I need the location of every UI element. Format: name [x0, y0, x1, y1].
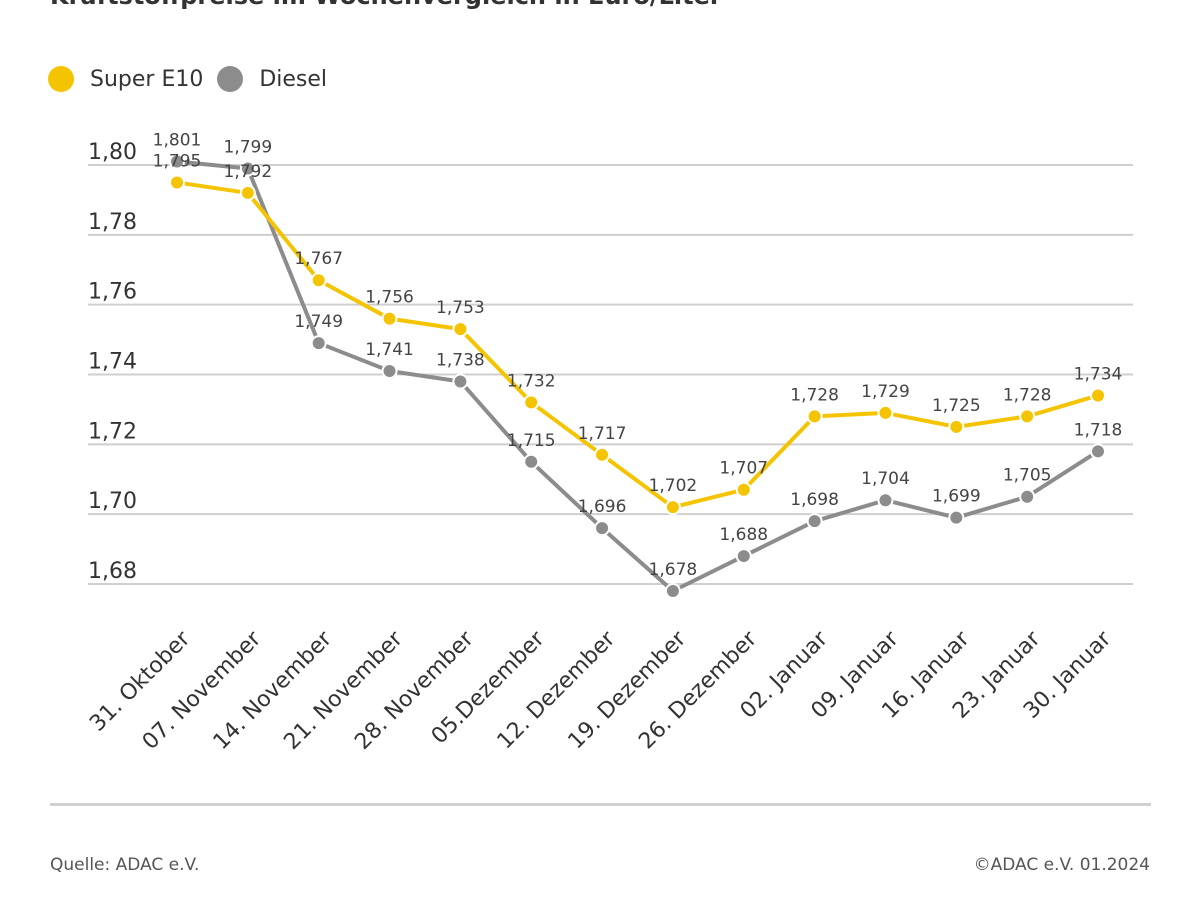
data-point-diesel	[523, 453, 540, 470]
data-point-diesel	[169, 153, 185, 170]
data-label-super-e10: 1,728	[790, 385, 839, 405]
data-label-diesel: 1,699	[932, 487, 981, 507]
data-label-diesel: 1,718	[1074, 420, 1123, 440]
x-tick-label: 07. November	[138, 626, 267, 755]
y-tick-label: 1,72	[88, 419, 137, 444]
source-note: Quelle: ADAC e.V.	[50, 855, 200, 875]
data-point-diesel	[877, 492, 894, 509]
data-point-diesel	[1090, 443, 1106, 460]
data-label-super-e10: 1,734	[1074, 364, 1123, 384]
data-label-diesel: 1,749	[294, 312, 343, 332]
data-label-super-e10: 1,728	[1003, 385, 1052, 405]
data-label-super-e10: 1,753	[436, 298, 485, 318]
data-point-diesel	[664, 582, 681, 599]
data-point-diesel	[452, 373, 469, 390]
data-point-super-e10	[948, 418, 965, 435]
legend-label-super-e10: Super E10	[90, 66, 204, 92]
data-point-super-e10	[239, 184, 256, 201]
data-label-diesel: 1,738	[436, 350, 485, 370]
data-point-diesel	[735, 548, 752, 565]
data-point-super-e10	[1090, 387, 1106, 404]
data-point-super-e10	[523, 394, 540, 411]
data-point-super-e10	[806, 408, 823, 425]
y-tick-label: 1,76	[88, 280, 137, 305]
legend-dot-diesel	[217, 66, 244, 92]
y-tick-label: 1,74	[88, 350, 137, 375]
legend-label-diesel: Diesel	[259, 66, 328, 92]
x-tick-label: 28. November	[350, 626, 479, 755]
data-label-super-e10: 1,717	[578, 424, 627, 444]
data-label-super-e10: 1,756	[365, 288, 414, 308]
y-tick-label: 1,70	[88, 489, 137, 514]
data-label-super-e10: 1,767	[294, 249, 343, 269]
data-point-diesel	[806, 513, 823, 530]
data-point-super-e10	[735, 481, 752, 498]
data-label-super-e10: 1,729	[861, 382, 910, 402]
data-point-diesel	[594, 520, 611, 537]
y-tick-label: 1,78	[88, 210, 137, 235]
data-label-super-e10: 1,702	[649, 476, 698, 496]
legend-item-diesel: Diesel	[217, 66, 327, 92]
data-point-super-e10	[594, 446, 611, 463]
x-tick-label: 14. November	[209, 626, 338, 755]
data-point-diesel	[310, 335, 327, 352]
data-point-super-e10	[381, 310, 398, 327]
data-point-super-e10	[452, 321, 469, 338]
data-point-diesel	[381, 363, 398, 380]
data-point-diesel	[239, 160, 256, 177]
y-tick-label: 1,80	[88, 140, 137, 165]
data-label-super-e10: 1,792	[224, 162, 273, 182]
legend-item-super-e10: Super E10	[48, 66, 203, 92]
data-label-super-e10: 1,732	[507, 371, 556, 391]
data-label-diesel: 1,704	[861, 469, 910, 489]
data-label-super-e10: 1,795	[153, 151, 202, 171]
data-point-super-e10	[169, 174, 185, 191]
footer-divider	[50, 803, 1151, 806]
series-line-super-e10	[176, 180, 1099, 510]
data-label-diesel: 1,799	[224, 137, 273, 157]
x-tick-label: 21. November	[279, 626, 408, 755]
data-label-diesel: 1,696	[578, 497, 627, 517]
data-point-super-e10	[664, 499, 681, 516]
data-label-diesel: 1,741	[365, 340, 414, 360]
data-label-diesel: 1,705	[1003, 466, 1052, 486]
data-label-super-e10: 1,707	[719, 459, 768, 479]
series-line-diesel	[176, 159, 1100, 593]
y-tick-label: 1,68	[88, 559, 137, 584]
data-point-super-e10	[877, 404, 894, 421]
legend: Super E10 Diesel	[48, 66, 341, 92]
data-label-diesel: 1,678	[649, 560, 698, 580]
chart-title: Kraftstoffpreise im Wochenvergleich in E…	[50, 0, 722, 10]
data-point-diesel	[1019, 488, 1036, 505]
data-point-diesel	[948, 509, 965, 526]
data-label-diesel: 1,715	[507, 431, 556, 451]
legend-dot-super-e10	[48, 66, 74, 92]
data-point-super-e10	[310, 272, 327, 289]
data-label-super-e10: 1,725	[932, 396, 981, 416]
data-label-diesel: 1,801	[153, 131, 202, 151]
data-label-diesel: 1,688	[719, 525, 768, 545]
data-point-super-e10	[1019, 408, 1036, 425]
copyright-note: ©ADAC e.V. 01.2024	[973, 855, 1150, 875]
data-label-diesel: 1,698	[790, 490, 839, 510]
